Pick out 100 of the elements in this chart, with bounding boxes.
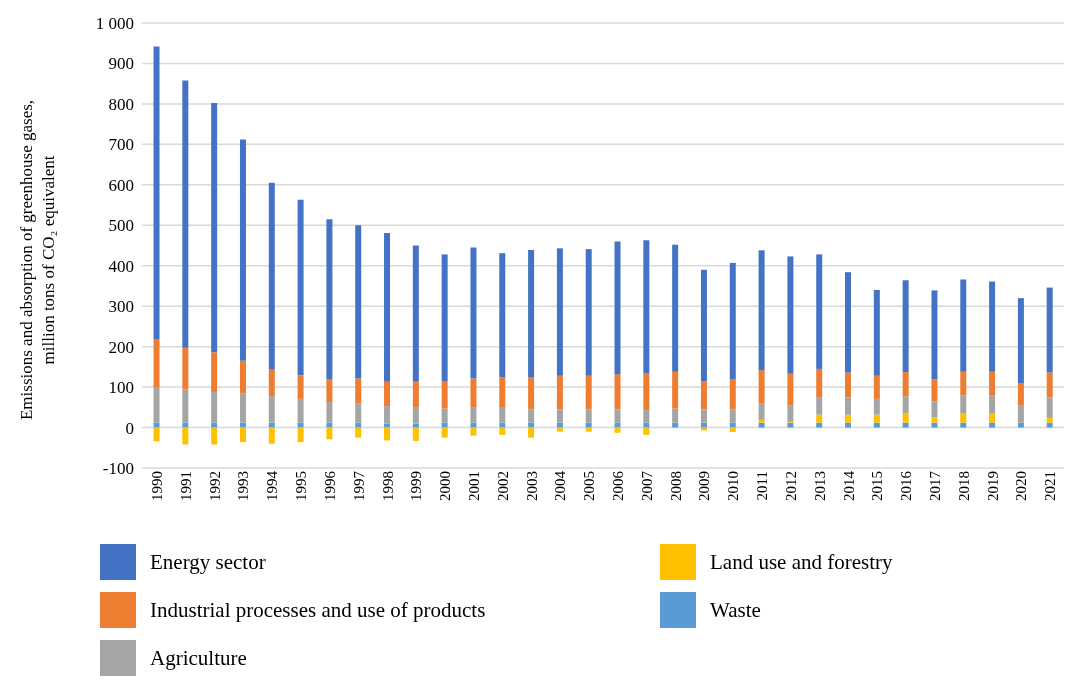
bar [355,403,362,423]
bar [326,402,333,423]
y-tick-label: 900 [108,54,134,74]
bar [729,422,736,428]
bar [787,256,794,374]
bar [902,280,909,373]
bar [470,247,477,379]
bar [182,422,189,428]
x-tick-label: 1993 [235,471,252,501]
bar [153,422,160,428]
bar [931,422,938,428]
x-tick-label: 1994 [264,470,281,501]
bar [931,290,938,380]
bar [384,406,391,424]
bar [931,417,938,423]
bar [268,422,275,428]
bar [1017,298,1024,384]
bar [297,427,304,443]
bar [1046,422,1053,428]
x-tick-label: 2006 [610,470,627,501]
x-tick-label: 2019 [984,471,1001,501]
x-tick-label: 2016 [898,470,915,501]
bar [989,281,996,372]
y-tick-label: 200 [108,337,134,357]
y-tick-label: 600 [108,175,134,195]
bar [470,378,477,408]
bar [700,269,707,382]
legend-label: Energy sector [150,549,266,575]
bar [268,427,275,444]
bar [297,398,304,423]
bar [614,427,621,433]
bar [326,379,333,403]
x-tick-label: 2009 [696,471,713,501]
bar [153,427,160,442]
bar [758,370,765,404]
y-axis-title: Emissions and absorption of greenhouse gases, million tons of CO₂ equivalent [16,99,59,421]
bar [614,422,621,428]
bar [902,396,909,413]
bar [816,422,823,428]
bar [1046,287,1053,373]
bar [528,427,535,438]
bar [729,379,736,410]
legend-label: Land use and forestry [710,549,893,575]
y-tick-label: 0 [125,418,134,438]
bar [787,422,794,428]
bar [585,249,592,376]
bar [182,347,189,390]
x-tick-label: 2007 [638,470,655,501]
bar [556,248,563,376]
bar [816,414,823,423]
x-tick-label: 2000 [437,471,454,501]
bar [960,412,967,423]
x-tick-label: 2021 [1042,471,1059,501]
x-tick-label: 2004 [552,470,569,501]
bar [700,422,707,428]
bar [239,422,246,428]
bar [585,375,592,410]
bar [528,409,535,423]
bar [989,412,996,423]
bar [182,427,189,445]
bar [412,245,419,382]
bar [355,422,362,428]
bar [211,352,218,392]
bar [384,427,391,441]
bar [412,381,419,408]
bar [672,422,679,428]
x-tick-label: 1995 [293,471,310,501]
bar [268,395,275,423]
bar [816,397,823,415]
bar [1046,372,1053,398]
bar [1017,405,1024,423]
bar [441,427,448,438]
bar [931,401,938,418]
x-tick-label: 1990 [149,471,166,501]
bar [211,103,218,353]
bar [585,427,592,432]
bar [1017,422,1024,428]
bar [211,422,218,428]
bar [297,422,304,428]
x-tick-label: 2003 [523,471,540,501]
bar [470,407,477,423]
x-tick-label: 1998 [379,471,396,501]
bar [729,262,736,379]
bar [672,408,679,423]
bar [700,409,707,423]
bar [268,182,275,369]
bar [384,423,391,428]
bar [528,377,535,410]
x-tick-label: 1999 [408,471,425,501]
bar [845,397,852,415]
bar [816,368,823,398]
bar [441,254,448,382]
bar [355,378,362,404]
bar [672,371,679,409]
bar [585,409,592,423]
y-tick-label: 700 [108,135,134,155]
x-tick-label: 2001 [465,471,482,501]
bar [182,389,189,423]
bar [873,375,880,399]
bar [614,374,621,410]
